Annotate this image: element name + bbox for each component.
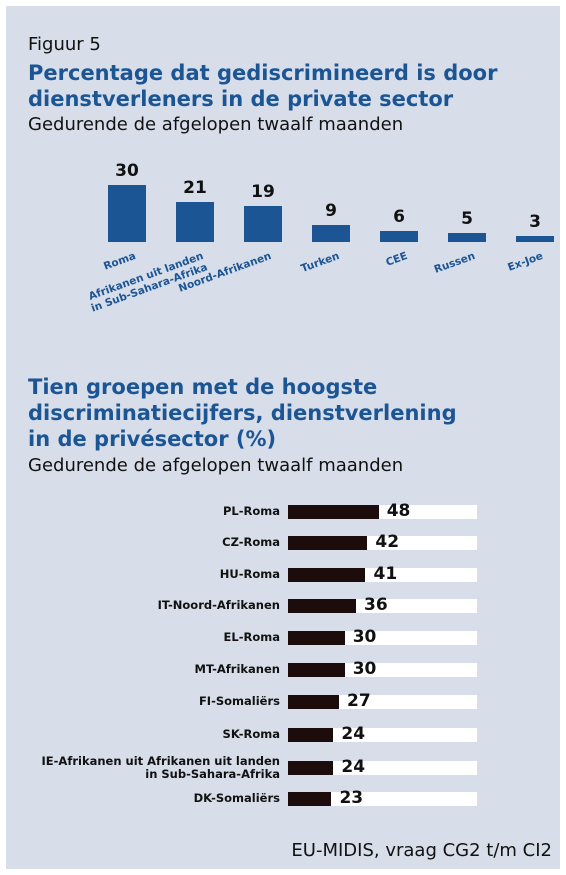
y-tick-label: PL-Roma bbox=[222, 504, 280, 518]
value-label: 6 bbox=[393, 206, 405, 227]
bar bbox=[108, 185, 146, 242]
bar bbox=[288, 631, 345, 645]
value-label: 19 bbox=[251, 181, 275, 202]
bar bbox=[288, 568, 366, 582]
bar bbox=[288, 663, 345, 677]
y-tick-label: MT-Afrikanen bbox=[194, 662, 280, 676]
figure-label: Figuur 5 bbox=[28, 34, 101, 55]
x-tick-label: Russen bbox=[432, 250, 478, 276]
value-label: 42 bbox=[375, 532, 400, 552]
x-tick-label: CEE bbox=[384, 250, 410, 269]
value-label: 30 bbox=[352, 659, 377, 679]
value-label: 24 bbox=[341, 757, 366, 777]
x-tick-label: Roma bbox=[101, 250, 138, 273]
value-label: 30 bbox=[115, 161, 139, 181]
bar bbox=[288, 536, 368, 550]
value-label: 9 bbox=[325, 200, 337, 221]
y-tick-label: DK-Somaliërs bbox=[193, 791, 280, 805]
value-label: 5 bbox=[461, 208, 473, 229]
infographic: Figuur 5 Percentage dat gediscrimineerd … bbox=[6, 6, 560, 869]
value-label: 24 bbox=[341, 724, 366, 744]
bar bbox=[288, 761, 334, 775]
y-tick-label: HU-Roma bbox=[219, 567, 280, 581]
x-tick-label: Turken bbox=[299, 250, 342, 275]
value-label: 30 bbox=[352, 627, 377, 647]
bar bbox=[288, 599, 357, 613]
y-tick-label: IT-Noord-Afrikanen bbox=[157, 598, 280, 612]
y-tick-label: EL-Roma bbox=[223, 630, 280, 644]
source: EU-MIDIS, vraag CG2 t/m CI2 bbox=[291, 840, 552, 861]
bar bbox=[312, 224, 350, 242]
value-label: 3 bbox=[529, 212, 541, 233]
y-tick-label: CZ-Roma bbox=[222, 535, 280, 549]
bar bbox=[288, 728, 334, 742]
value-label: 27 bbox=[347, 691, 371, 711]
chart-title: Percentage dat gediscrimineerd is door d… bbox=[28, 61, 498, 111]
bar-track bbox=[288, 761, 477, 775]
chart-subtitle: Gedurende de afgelopen twaalf maanden bbox=[28, 114, 404, 135]
chart-subtitle: Gedurende de afgelopen twaalf maanden bbox=[28, 455, 404, 476]
value-label: 41 bbox=[373, 564, 398, 584]
bar bbox=[288, 792, 332, 806]
bar-track bbox=[288, 728, 477, 742]
y-tick-label: IE-Afrikanen uit Afrikanen uit landen in… bbox=[41, 754, 280, 781]
chart-title: Tien groepen met de hoogste discriminati… bbox=[28, 375, 457, 451]
bar bbox=[448, 232, 486, 242]
bar bbox=[288, 695, 340, 709]
y-tick-label: SK-Roma bbox=[222, 727, 280, 741]
bar bbox=[288, 505, 379, 519]
bar bbox=[244, 205, 282, 242]
value-label: 48 bbox=[386, 501, 411, 521]
bar bbox=[176, 202, 214, 242]
bar bbox=[380, 230, 418, 242]
value-label: 36 bbox=[364, 595, 388, 615]
bar-track bbox=[288, 792, 477, 806]
x-tick-label: Ex-Joe bbox=[506, 250, 546, 274]
y-tick-label: FI-Somaliërs bbox=[198, 694, 280, 708]
value-label: 23 bbox=[339, 788, 364, 808]
bar bbox=[516, 236, 554, 242]
value-label: 21 bbox=[183, 178, 207, 199]
